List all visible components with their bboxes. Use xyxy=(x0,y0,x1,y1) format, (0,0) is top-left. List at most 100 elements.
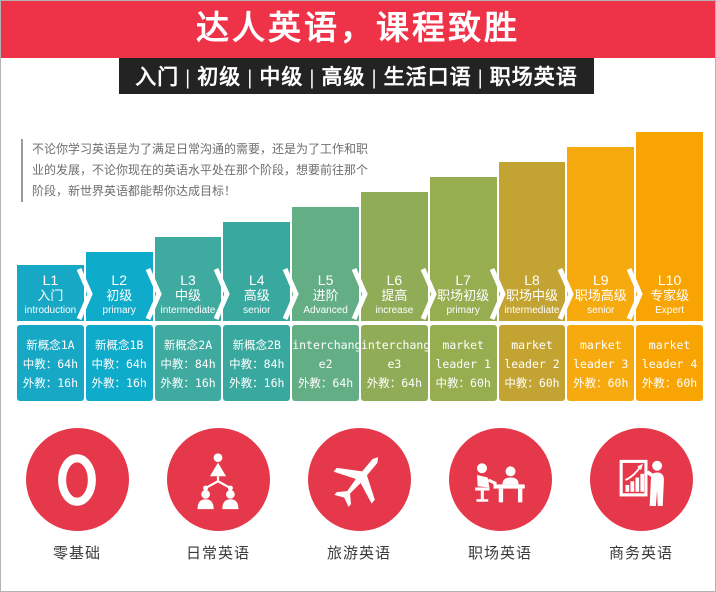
level-band: L7 职场初级 primary xyxy=(429,267,506,321)
level-name-en: primary xyxy=(446,305,480,316)
course-line: 外教：64h xyxy=(366,376,423,390)
chevron-right-icon xyxy=(420,267,437,321)
course-line: interchang xyxy=(360,338,428,352)
chevron-right-icon xyxy=(626,267,643,321)
level-name-cn: 职场初级 xyxy=(437,288,490,303)
category-travel-english[interactable]: 旅游英语 xyxy=(307,428,411,563)
course-line: 新概念1A xyxy=(26,338,75,352)
level-bar-area xyxy=(567,132,635,267)
level-band: L10 专家级 Expert xyxy=(636,267,703,321)
levels-chart: L1 入门 introduction 新概念1A 中教：64h 外教：16h L… xyxy=(17,132,703,401)
level-id: L5 xyxy=(317,272,334,288)
course-line: market xyxy=(580,338,622,352)
level-bar-area xyxy=(429,132,497,267)
level-id: L3 xyxy=(180,272,196,288)
level-band: L8 职场中级 intermediate xyxy=(498,267,575,321)
level-course-box: market leader 1 中教：60h xyxy=(429,325,497,401)
level-bar-area xyxy=(17,132,84,267)
level-bar xyxy=(292,207,359,267)
course-line: 中教：64h xyxy=(22,357,79,371)
course-line: e3 xyxy=(387,357,402,371)
level-band: L6 提高 increase xyxy=(360,267,437,321)
level-name-en: Advanced xyxy=(303,305,348,316)
level-name-en: primary xyxy=(102,305,136,316)
category-daily-english[interactable]: 日常英语 xyxy=(166,428,270,563)
course-line: leader 4 xyxy=(641,357,698,371)
chevron-right-icon xyxy=(282,267,299,321)
level-band: L1 入门 introduction xyxy=(17,267,93,321)
category-workplace-english[interactable]: 职场英语 xyxy=(448,428,552,563)
chevron-right-icon xyxy=(351,267,368,321)
level-id: L10 xyxy=(657,272,682,288)
level-id: L7 xyxy=(455,272,471,288)
course-line: 中教：60h xyxy=(435,376,491,390)
level-name-cn: 职场高级 xyxy=(574,288,627,303)
course-line: market xyxy=(648,338,691,352)
level-course-box: market leader 2 中教：60h xyxy=(498,325,566,401)
level-name-en: intermediate xyxy=(160,305,216,316)
level-column: L3 中级 intermediate 新概念2A 中教：84h 外教：16h xyxy=(154,132,231,401)
level-column: L8 职场中级 intermediate market leader 2 中教：… xyxy=(498,132,575,401)
level-column: L7 职场初级 primary market leader 1 中教：60h xyxy=(429,132,506,401)
level-name-cn: 进阶 xyxy=(312,288,339,303)
level-bar xyxy=(429,177,497,267)
category-business-english[interactable]: 商务英语 xyxy=(589,428,693,563)
level-bar xyxy=(498,162,566,267)
course-line: 外教：16h xyxy=(160,376,216,390)
course-line: 中教：84h xyxy=(229,357,285,371)
course-line: 外教：16h xyxy=(229,376,285,390)
level-id: L6 xyxy=(386,272,403,288)
level-bar-area xyxy=(636,132,703,267)
level-name-en: intermediate xyxy=(504,305,560,316)
zero-icon[interactable] xyxy=(25,428,129,531)
level-name-cn: 入门 xyxy=(37,288,64,303)
category-row: 零基础 日常英语 xyxy=(25,428,693,563)
course-line: e2 xyxy=(318,357,333,371)
level-id: L4 xyxy=(249,272,265,288)
level-bar xyxy=(567,147,635,267)
category-label: 日常英语 xyxy=(185,545,250,562)
category-label: 职场英语 xyxy=(467,545,532,562)
course-line: leader 2 xyxy=(504,357,560,371)
course-line: market xyxy=(442,338,484,352)
level-bar xyxy=(360,192,428,267)
level-course-box: interchang e2 外教：64h xyxy=(292,325,359,401)
course-line: 外教：16h xyxy=(22,376,79,390)
course-line: leader 3 xyxy=(573,357,629,371)
level-name-en: senior xyxy=(587,305,615,316)
level-name-en: introduction xyxy=(24,305,77,316)
level-bar-area xyxy=(223,132,291,267)
intro-paragraph: 不论你学习英语是为了满足日常沟通的需要，还是为了工作和职业的发展，不论你现在的英… xyxy=(21,139,374,202)
presentation-chart-icon[interactable] xyxy=(589,428,693,531)
level-name-cn: 提高 xyxy=(381,288,408,303)
header-banner: 达人英语，课程致胜 xyxy=(1,1,715,58)
course-line: 外教：60h xyxy=(641,376,698,390)
level-name-en: increase xyxy=(375,305,414,316)
level-band: L5 进阶 Advanced xyxy=(292,267,368,321)
level-name-en: Expert xyxy=(655,305,685,316)
interview-desk-icon[interactable] xyxy=(448,428,552,531)
people-network-icon[interactable] xyxy=(166,428,270,531)
level-course-box: market leader 4 外教：60h xyxy=(636,325,703,401)
course-line: 中教：64h xyxy=(91,357,147,371)
level-bar xyxy=(85,252,153,267)
level-column: L5 进阶 Advanced interchang e2 外教：64h xyxy=(292,132,368,401)
category-zero-basics[interactable]: 零基础 xyxy=(25,428,129,563)
level-bar-area xyxy=(498,132,566,267)
level-bar xyxy=(17,265,84,267)
level-name-en: senior xyxy=(243,305,271,316)
course-line: market xyxy=(511,338,553,352)
level-name-cn: 专家级 xyxy=(650,288,690,303)
level-bar-area xyxy=(85,132,153,267)
course-line: leader 1 xyxy=(435,357,491,371)
airplane-icon[interactable] xyxy=(307,428,411,531)
chevron-right-icon xyxy=(145,267,162,321)
course-line: 中教：60h xyxy=(504,376,560,390)
chevron-right-icon xyxy=(214,267,231,321)
level-course-box: 新概念2A 中教：84h 外教：16h xyxy=(154,325,222,401)
level-band: L3 中级 intermediate xyxy=(154,267,231,321)
level-column: L2 初级 primary 新概念1B 中教：64h 外教：16h xyxy=(85,132,162,401)
course-line: 外教：60h xyxy=(573,376,629,390)
category-label: 商务英语 xyxy=(608,545,673,562)
